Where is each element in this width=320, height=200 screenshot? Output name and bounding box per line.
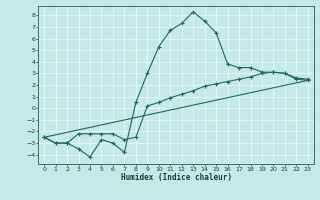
X-axis label: Humidex (Indice chaleur): Humidex (Indice chaleur) [121, 173, 231, 182]
